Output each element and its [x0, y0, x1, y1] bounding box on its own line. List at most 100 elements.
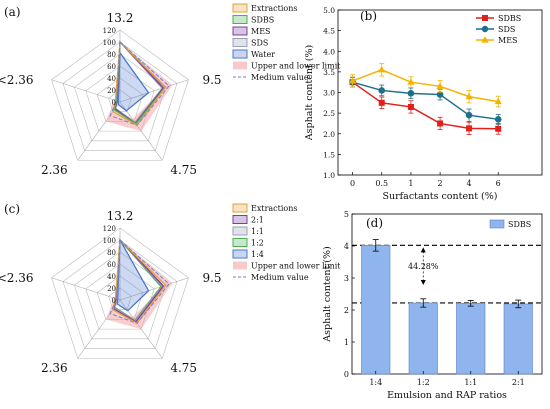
data-point-mes: [348, 76, 357, 84]
radar-axis-line: [119, 79, 189, 103]
legend-swatch: [232, 249, 248, 259]
plot-frame: [351, 213, 543, 375]
radar-axis-label: 2.36: [41, 361, 68, 375]
y-tick-label: 1: [344, 338, 349, 347]
x-tick-label: 1:2: [417, 378, 430, 387]
x-tick-label: 1:1: [464, 378, 477, 387]
radar-grid-ring: [85, 263, 155, 330]
radar-r-tick-label: 60: [107, 261, 116, 269]
radar-axis-label: 4.75: [170, 361, 197, 375]
legend-label: Medium value: [251, 273, 309, 282]
radar-grid-ring: [108, 287, 132, 311]
radar-grid-ring: [62, 239, 178, 349]
data-point-sds: [494, 116, 502, 123]
data-point-mes: [494, 97, 502, 105]
y-tick-label: 2.5: [323, 109, 335, 118]
x-tick-label: 2:1: [512, 378, 525, 387]
legend-label: MES: [498, 36, 518, 45]
panel-label: (d): [366, 216, 383, 230]
radar-axis-label: 2.36: [41, 163, 68, 177]
legend-swatch: [232, 238, 248, 247]
legend-swatch: [232, 38, 248, 47]
legend-label: Extractions: [251, 204, 298, 213]
data-point-mes: [378, 65, 386, 73]
y-axis-label: Asphalt content (%): [304, 45, 315, 141]
data-point-mes: [407, 78, 415, 85]
radar-r-tick-label: 80: [107, 51, 116, 59]
y-tick-label: 5: [344, 210, 349, 219]
radar-r-tick-label: 40: [107, 75, 116, 83]
data-point-sds: [465, 111, 473, 119]
legend-label: SDBS: [498, 14, 521, 23]
arrow-head: [420, 279, 426, 285]
radar-r-tick-label: 20: [107, 285, 116, 293]
series-polygon-extractions: [112, 238, 167, 325]
limit-band: [105, 240, 173, 330]
legend-label: SDBS: [251, 16, 274, 25]
legend-label: 1:4: [251, 250, 264, 259]
series-line-sdbs: [352, 81, 499, 130]
data-point-sdbs: [437, 120, 444, 127]
x-tick-label: 4: [467, 179, 472, 188]
x-axis-label: Surfactants content (%): [383, 191, 498, 202]
radar-r-tick-label: 0: [112, 297, 116, 305]
radar-r-tick-label: 40: [107, 273, 116, 281]
radar-r-tick-label: 100: [103, 237, 116, 245]
radar-axis-label: 9.5: [202, 271, 221, 285]
radar-r-tick-label: 120: [103, 225, 116, 233]
y-tick-label: 0: [344, 370, 349, 379]
series-polygon-1-4: [116, 237, 150, 312]
panel-label: (b): [360, 9, 377, 23]
y-tick-label: 4.5: [323, 27, 335, 36]
y-tick-label: 4: [344, 242, 349, 251]
bar: [408, 302, 438, 375]
legend-swatch: [232, 203, 248, 213]
legend-swatch: [233, 61, 247, 70]
legend-label: Water: [251, 50, 275, 59]
radar-r-tick-label: 0: [112, 99, 116, 107]
radar-axis-label: 4.75: [170, 163, 197, 177]
data-point-sds: [407, 90, 415, 97]
series-line-mes: [352, 69, 499, 103]
data-point-sdbs: [466, 125, 473, 132]
radar-r-tick-label: 60: [107, 63, 116, 71]
data-point-mes: [465, 92, 473, 100]
medium-value-line: [109, 238, 170, 324]
legend-label: Upper and lower limit: [251, 262, 341, 271]
radar-axis-line: [119, 101, 163, 161]
legend-label: SDS: [251, 39, 268, 48]
data-point-mes: [436, 82, 444, 89]
bar: [456, 302, 486, 375]
radar-axis-line: [119, 277, 189, 301]
legend-label: 1:1: [251, 227, 264, 236]
legend-label: Medium value: [251, 73, 309, 82]
legend-marker: [481, 25, 489, 33]
legend-swatch: [232, 3, 248, 13]
medium-value-line: [109, 40, 170, 126]
limit-band: [105, 42, 173, 132]
legend-swatch: [233, 261, 247, 270]
radar-r-tick-label: 20: [107, 87, 116, 95]
radar-grid-ring: [51, 227, 189, 359]
radar-axis-label: 13.2: [107, 209, 134, 223]
y-tick-label: 2: [344, 306, 349, 315]
radar-r-tick-label: 100: [103, 39, 116, 47]
x-tick-label: 1:4: [369, 378, 382, 387]
legend-swatch: [232, 226, 248, 236]
radar-axis-label: 13.2: [107, 11, 134, 25]
radar-r-tick-label: 80: [107, 249, 116, 257]
legend-label: 2:1: [251, 216, 264, 225]
legend-swatch: [232, 15, 248, 24]
x-axis-label: Emulsion and RAP ratios: [387, 390, 507, 401]
legend-swatch: [232, 215, 248, 224]
data-point-sdbs: [495, 125, 502, 132]
y-tick-label: 3.5: [323, 68, 335, 77]
legend-label: Upper and lower limit: [251, 62, 341, 71]
legend-label: 1:2: [251, 239, 264, 248]
x-tick-label: 6: [496, 179, 501, 188]
legend-swatch: [489, 219, 505, 229]
legend-label: MES: [251, 27, 271, 36]
legend-label: SDS: [498, 25, 515, 34]
radar-grid-ring: [85, 65, 155, 132]
